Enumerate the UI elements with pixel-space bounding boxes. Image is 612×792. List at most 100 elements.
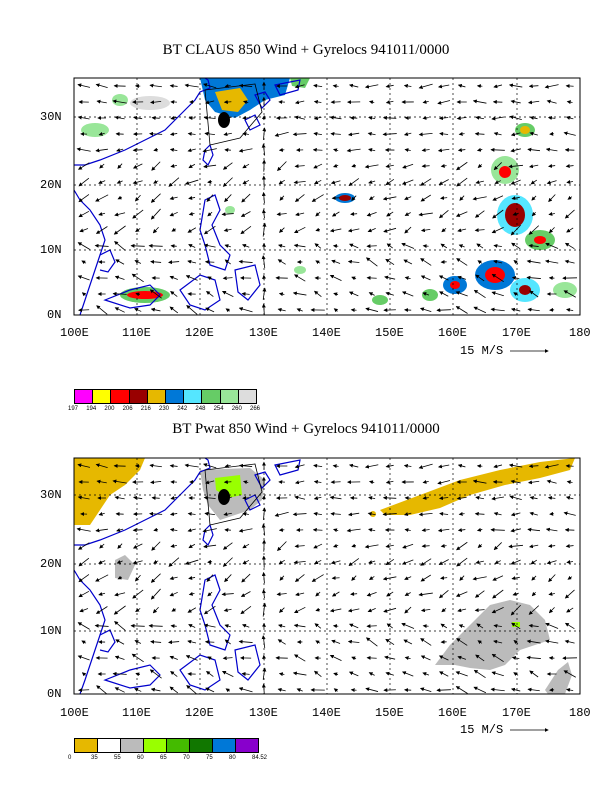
wind-vector — [206, 291, 214, 297]
wind-vector — [313, 116, 322, 121]
wind-vector — [130, 243, 145, 248]
wind-vector — [168, 557, 180, 567]
wind-vector — [382, 512, 397, 517]
wind-vector — [222, 177, 233, 187]
wind-vector — [457, 528, 466, 533]
wind-vector — [369, 196, 375, 201]
wind-vector — [455, 306, 468, 314]
wind-vector — [422, 495, 429, 500]
wind-vector — [314, 243, 322, 249]
wind-vector — [348, 512, 360, 517]
wind-vector — [150, 193, 161, 203]
wind-vector — [510, 479, 521, 484]
wind-vector — [528, 225, 540, 235]
wind-vector — [293, 623, 306, 628]
wind-vector — [207, 211, 213, 217]
wind-vector — [114, 655, 125, 660]
colorbar-tick-label: 194 — [86, 406, 97, 412]
wind-vector — [437, 84, 450, 89]
panel2-lat-label: 0N — [47, 687, 62, 701]
wind-vector — [367, 511, 376, 516]
wind-vector — [351, 575, 357, 581]
wind-vector — [422, 115, 429, 120]
wind-vector — [99, 543, 105, 549]
wind-vector — [76, 147, 91, 152]
wind-vector — [401, 179, 414, 185]
wind-vector — [224, 639, 231, 645]
panel1-lon-label: 180 — [569, 326, 591, 340]
wind-vector — [224, 244, 231, 248]
wind-vector — [207, 276, 213, 281]
wind-vector — [223, 116, 232, 121]
wind-vector — [112, 99, 127, 104]
wind-vector — [98, 131, 105, 136]
wind-vector — [77, 655, 90, 661]
wind-vector — [348, 558, 360, 567]
wind-vector — [241, 573, 251, 583]
wind-vector — [455, 291, 468, 297]
wind-vector — [169, 147, 178, 152]
wind-vector — [526, 259, 541, 264]
wind-vector — [456, 541, 468, 551]
wind-vector — [262, 667, 267, 680]
wind-vector — [493, 259, 503, 264]
wind-vector — [531, 195, 537, 201]
wind-vector — [204, 511, 215, 516]
wind-vector — [169, 306, 179, 314]
wind-vector — [294, 495, 306, 500]
wind-vector — [366, 655, 377, 660]
wind-vector — [513, 672, 519, 677]
wind-vector — [95, 148, 108, 153]
wind-vector — [240, 605, 252, 615]
wind-vector — [313, 99, 322, 104]
wind-vector — [382, 196, 397, 201]
wind-vector — [293, 243, 306, 248]
panel2-lon-label: 140E — [312, 706, 341, 720]
wind-vector — [315, 591, 321, 597]
panel2-lon-label: 150E — [375, 706, 404, 720]
wind-vector — [404, 528, 411, 533]
wind-vector — [202, 148, 217, 153]
wind-vector — [437, 480, 451, 485]
wind-vector — [475, 495, 485, 500]
wind-vector — [221, 671, 234, 677]
colorbar-tick-label: 200 — [104, 406, 115, 412]
panel1-lon-label: 130E — [249, 326, 278, 340]
colorbar-tick-label: 35 — [91, 755, 98, 761]
wind-vector — [98, 180, 106, 184]
panel2-lon-label: 160E — [438, 706, 467, 720]
wind-vector — [261, 303, 266, 315]
wind-vector — [81, 640, 87, 645]
wind-vector — [133, 115, 143, 120]
colorbar-tick-label: 84.52 — [252, 755, 268, 761]
wind-vector — [403, 463, 412, 468]
wind-vector — [239, 83, 253, 88]
wind-vector — [333, 292, 339, 297]
wind-vector — [511, 242, 521, 250]
wind-vector — [529, 115, 538, 120]
wind-vector — [279, 195, 285, 201]
wind-vector — [492, 589, 504, 599]
wind-vector — [510, 99, 521, 104]
wind-vector — [224, 83, 231, 88]
wind-vector — [418, 83, 433, 89]
wind-vector — [186, 685, 198, 694]
wind-vector — [366, 244, 377, 249]
wind-vector — [401, 291, 414, 297]
wind-vector — [296, 688, 303, 692]
wind-vector — [476, 623, 484, 629]
wind-vector — [330, 131, 341, 136]
wind-vector — [455, 211, 468, 217]
wind-vector — [313, 543, 323, 549]
wind-vector — [78, 177, 90, 187]
wind-vector — [94, 623, 109, 628]
wind-vector — [527, 147, 541, 152]
colorbar-tick-label: 216 — [140, 406, 151, 412]
wind-vector — [203, 225, 216, 235]
wind-vector — [330, 560, 341, 565]
panel1-grid — [74, 78, 580, 315]
wind-vector — [473, 669, 486, 679]
wind-vector — [422, 292, 430, 296]
wind-vector — [457, 148, 466, 153]
wind-vector — [115, 259, 125, 265]
